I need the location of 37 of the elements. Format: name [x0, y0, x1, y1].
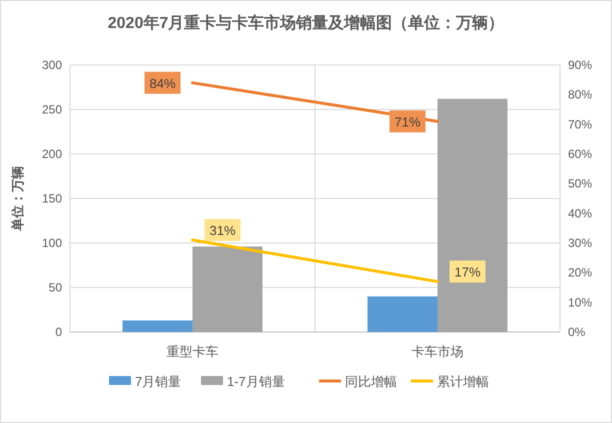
y2-tick-label: 80% — [568, 88, 592, 102]
y2-tick-label: 10% — [568, 295, 592, 310]
y-tick-label: 200 — [42, 147, 62, 161]
legend-item: 1-7月销量 — [201, 374, 285, 389]
y-tick-label: 100 — [42, 236, 62, 250]
y-tick-label: 300 — [42, 58, 62, 72]
y-tick-label: 50 — [48, 280, 62, 294]
legend-item: 同比增幅 — [319, 374, 397, 389]
y2-tick-label: 0% — [568, 325, 586, 339]
y2-tick-label: 40% — [568, 206, 592, 220]
y2-tick-label: 30% — [568, 236, 592, 250]
y-tick-label: 150 — [42, 192, 62, 206]
legend-item: 累计增幅 — [411, 374, 489, 389]
bar — [368, 296, 438, 332]
x-tick-label: 卡车市场 — [412, 344, 464, 359]
legend-item: 7月销量 — [109, 374, 182, 389]
y-tick-label: 250 — [42, 102, 62, 116]
data-label: 71% — [394, 114, 421, 130]
chart-title: 2020年7月重卡与卡车市场销量及增幅图（单位：万辆） — [108, 14, 504, 32]
legend-label: 累计增幅 — [437, 374, 489, 389]
y2-tick-label: 60% — [568, 147, 592, 161]
y-axis-title: 单位：万辆 — [10, 166, 25, 232]
bar — [122, 320, 192, 332]
y2-tick-label: 90% — [568, 58, 592, 72]
legend-label: 1-7月销量 — [227, 374, 285, 389]
bar — [192, 246, 262, 332]
y2-tick-label: 50% — [568, 176, 592, 191]
bar — [438, 98, 508, 332]
legend-label: 7月销量 — [135, 374, 182, 389]
data-label: 31% — [209, 223, 236, 238]
legend-label: 同比增幅 — [345, 374, 397, 389]
y-tick-label: 0 — [55, 325, 62, 339]
data-label: 84% — [149, 76, 176, 91]
y2-tick-label: 70% — [568, 117, 592, 132]
data-label: 17% — [454, 264, 481, 280]
x-tick-label: 重型卡车 — [166, 344, 218, 359]
y2-tick-label: 20% — [568, 266, 592, 280]
